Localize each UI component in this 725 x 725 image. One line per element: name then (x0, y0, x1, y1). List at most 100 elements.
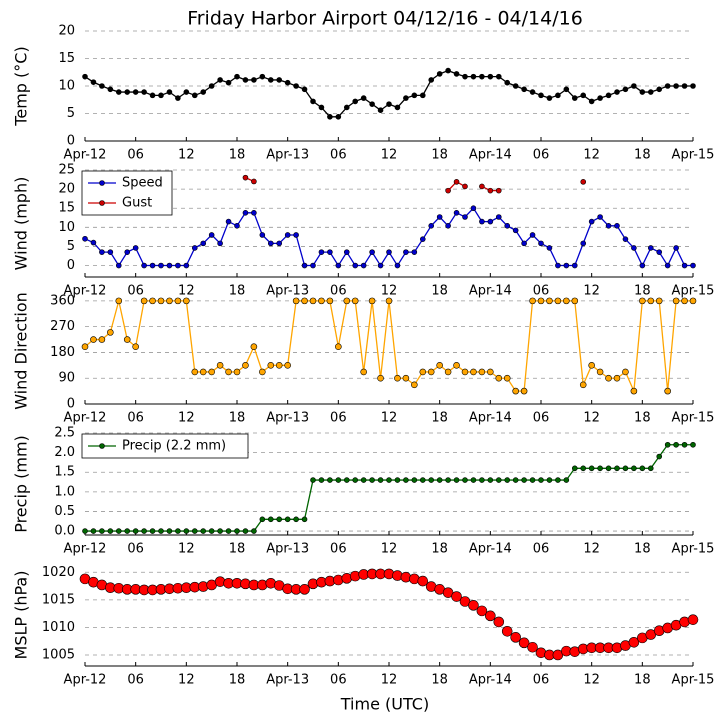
data-point (98, 336, 106, 343)
data-point (631, 83, 637, 89)
data-point (555, 477, 561, 483)
data-point (284, 516, 291, 523)
y-tick-label: 0.0 (54, 524, 75, 539)
data-point (293, 83, 299, 89)
data-point (352, 477, 359, 483)
data-point (335, 343, 342, 351)
data-point (293, 232, 299, 238)
data-point (251, 210, 257, 216)
data-point (132, 245, 139, 251)
data-point (605, 92, 612, 99)
data-point (140, 297, 148, 305)
data-point (605, 374, 612, 382)
data-point (470, 477, 477, 483)
data-point (462, 73, 468, 80)
data-point (208, 83, 215, 89)
data-point (360, 262, 367, 269)
data-point (411, 249, 418, 255)
data-point (411, 92, 418, 99)
x-tick-label: 06 (127, 542, 144, 557)
data-point (183, 528, 190, 534)
x-tick-label: Apr-12 (64, 542, 107, 557)
x-tick-label: Apr-15 (672, 673, 715, 688)
chart-title: Friday Harbor Airport 04/12/16 - 04/14/1… (187, 8, 583, 30)
data-point (504, 222, 511, 229)
data-point (99, 83, 105, 89)
data-point (318, 297, 325, 305)
data-point (217, 240, 223, 247)
data-point (124, 89, 131, 95)
data-point (301, 86, 308, 93)
data-point (369, 249, 375, 255)
data-point (166, 297, 173, 305)
data-point (681, 83, 688, 89)
data-point (115, 262, 122, 269)
data-point (352, 98, 359, 105)
data-point (191, 368, 199, 376)
x-tick-label: 06 (127, 284, 144, 299)
data-point (327, 249, 333, 255)
data-point (115, 89, 122, 95)
data-point (310, 262, 316, 269)
data-point (267, 516, 274, 523)
data-point (445, 222, 451, 229)
data-point (352, 262, 359, 269)
y-tick-label: 15 (58, 201, 75, 216)
data-point (529, 89, 536, 95)
data-point (369, 101, 375, 107)
data-point (503, 374, 511, 382)
data-point (656, 249, 663, 255)
x-tick-label: 06 (127, 673, 144, 688)
data-point (453, 210, 460, 216)
data-point (267, 240, 274, 247)
x-tick-label: 12 (583, 411, 600, 426)
y-tick-label: 1005 (42, 647, 75, 662)
data-point (191, 92, 198, 99)
x-tick-label: 18 (634, 411, 651, 426)
x-tick-label: 18 (229, 542, 246, 557)
data-point (479, 73, 485, 80)
data-point (191, 245, 198, 251)
data-point (326, 297, 334, 305)
data-point (563, 297, 570, 305)
data-point (597, 465, 603, 472)
data-point (655, 297, 663, 305)
data-point (462, 183, 468, 190)
data-point (276, 240, 283, 247)
data-point (485, 610, 496, 622)
legend-box (81, 170, 173, 216)
data-point (403, 95, 409, 101)
data-point (107, 528, 114, 534)
x-tick-label: 18 (634, 148, 651, 163)
data-point (639, 262, 646, 269)
x-tick-label: 06 (330, 542, 347, 557)
y-tick-label: 20 (58, 24, 75, 39)
data-point (588, 218, 595, 225)
data-point (614, 465, 620, 472)
data-point (614, 222, 620, 229)
data-point (521, 477, 527, 483)
y-tick-label: 5 (67, 239, 75, 254)
data-point (377, 477, 384, 483)
x-tick-label: 12 (178, 411, 195, 426)
data-point (251, 528, 257, 534)
data-point (470, 73, 477, 80)
data-point (158, 262, 164, 269)
x-tick-label: Apr-14 (469, 411, 512, 426)
data-point (259, 232, 266, 238)
data-point (453, 71, 460, 77)
data-point (639, 297, 646, 305)
data-point (656, 453, 663, 460)
data-point (479, 218, 485, 225)
data-point (394, 477, 401, 483)
data-point (546, 297, 553, 305)
data-point (597, 214, 603, 220)
y-axis-label: Wind Direction (12, 292, 31, 410)
data-point (571, 262, 578, 269)
data-point (402, 374, 410, 382)
data-point (436, 477, 443, 483)
x-tick-label: 06 (533, 411, 550, 426)
legend-marker (99, 180, 105, 186)
data-point (504, 477, 511, 483)
